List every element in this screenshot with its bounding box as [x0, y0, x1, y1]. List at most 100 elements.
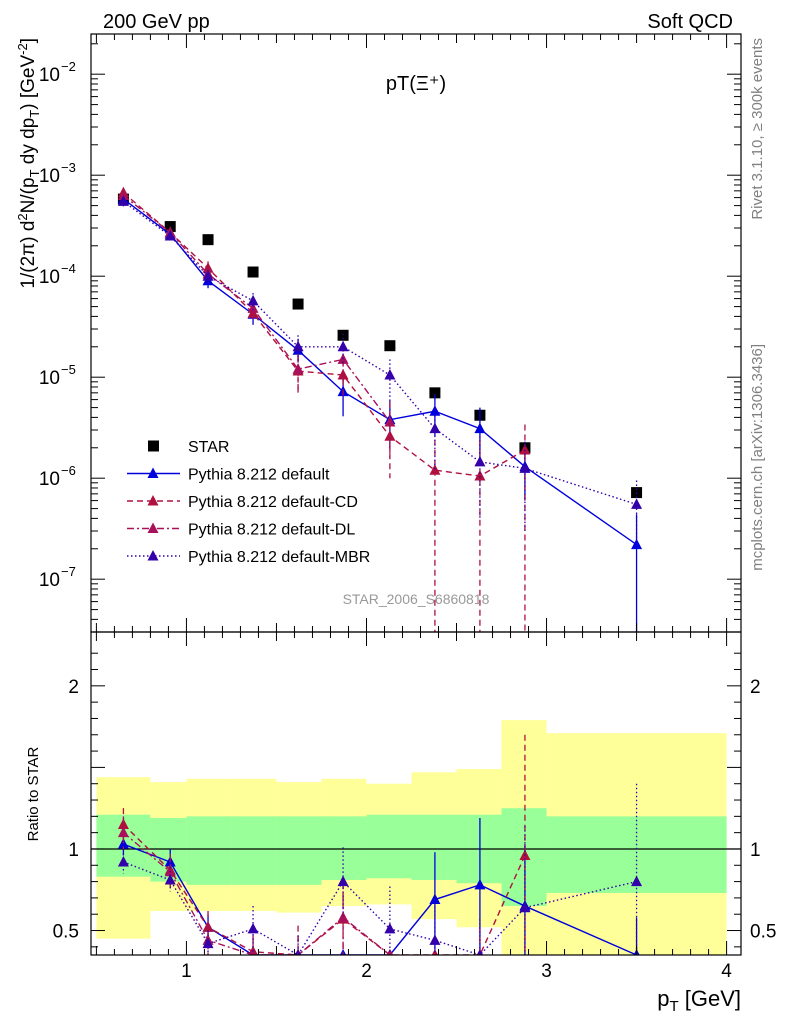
legend-label: Pythia 8.212 default-MBR: [188, 549, 370, 566]
data-point: [631, 875, 643, 887]
data-point: [249, 949, 257, 955]
data-point: [164, 873, 176, 885]
data-point: [429, 464, 441, 475]
data-point: [519, 901, 531, 913]
series-4: [117, 195, 643, 541]
legend-marker: [147, 550, 159, 561]
ratio-y-tick-label-right: 1: [750, 840, 761, 861]
data-point: [337, 369, 349, 380]
data-point: [337, 329, 349, 341]
data-point: [429, 387, 441, 399]
data-point: [519, 462, 531, 473]
y-label-part: N/(p: [18, 177, 39, 213]
ratio-panel: 1 2 3 40.5 0.51 12 2 Ratio to STAR pT [GeV]: [25, 34, 776, 1015]
y-tick-exponent: −4: [61, 261, 76, 276]
data-point: [429, 405, 441, 416]
ratio-axes: 1 2 3 4 0.5 0.5 1 1 2 2: [53, 34, 776, 982]
y-tick-exponent: −6: [61, 463, 76, 478]
data-point: [117, 856, 129, 867]
y-label-part: dy dp: [18, 118, 39, 170]
legend-label: Pythia 8.212 default: [188, 467, 330, 484]
y-tick-label: 10: [39, 469, 60, 490]
main-axes: 10−710−610−510−410−310−2: [39, 33, 742, 633]
x-tick-label: 4: [721, 961, 732, 982]
data-point: [384, 922, 396, 934]
y-label-part: ]: [18, 38, 39, 43]
data-point: [117, 826, 129, 838]
legend-marker: [147, 467, 159, 478]
y-label-part: 2: [15, 213, 30, 220]
x-label-unit: [GeV]: [679, 986, 741, 1011]
inner-band-2: [186, 816, 232, 885]
data-point: [476, 949, 484, 955]
data-point: [384, 369, 396, 380]
ratio-y-tick-label: 2: [68, 677, 79, 698]
inner-band-6: [366, 814, 412, 879]
data-point: [429, 934, 441, 945]
data-point: [292, 363, 304, 374]
data-point: [247, 294, 259, 306]
legend-label: Pythia 8.212 default-DL: [188, 522, 355, 539]
data-point: [202, 270, 214, 281]
y-label-part: T: [27, 169, 42, 177]
ratio-frame: [90, 631, 742, 956]
y-tick-exponent: −3: [61, 160, 76, 175]
data-point: [386, 949, 394, 955]
data-point: [519, 444, 531, 455]
main-frame: [90, 33, 742, 633]
data-point: [337, 911, 349, 922]
ratio-uncertainty-bands: [96, 720, 727, 955]
data-point: [202, 937, 214, 949]
data-point: [247, 266, 259, 278]
y-tick-label: 10: [39, 368, 60, 389]
x-tick-label: 1: [181, 961, 192, 982]
legend: STAR Pythia 8.212 default Pythia 8.212 def…: [127, 439, 370, 566]
inner-band-3: [231, 816, 277, 885]
main-panel: 10−710−610−510−410−310−2 pT(Ξ⁺) STAR_200…: [15, 33, 742, 633]
data-point: [164, 229, 176, 241]
main-y-axis-label: 1/(2π) d2N/(pT dy dpT) [GeV-2]: [15, 38, 42, 289]
y-tick-label: 10: [39, 267, 60, 288]
inner-band-4: [276, 816, 322, 885]
data-point: [631, 538, 643, 550]
y-tick-exponent: −7: [61, 564, 76, 579]
analysis-id-label: STAR_2006_S6860818: [343, 591, 490, 607]
series-line-4: [122, 200, 637, 506]
y-label-part: 1/(2π) d: [18, 221, 39, 289]
rivet-version-label: Rivet 3.1.10, ≥ 300k events: [749, 38, 766, 220]
header-left-label: 200 GeV pp: [103, 11, 210, 33]
data-point: [337, 340, 349, 352]
main-y-axis-label-text: 1/(2π) d2N/(pT dy dpT) [GeV-2]: [15, 38, 42, 289]
y-tick-label: 10: [39, 570, 60, 591]
ratio-y-tick-label: 0.5: [53, 922, 79, 943]
data-point: [474, 470, 486, 481]
legend-marker: [148, 440, 159, 452]
inner-band-7: [411, 814, 457, 880]
data-point: [292, 340, 304, 352]
data-point: [631, 498, 643, 509]
ratio-y-tick-label: 1: [68, 840, 79, 861]
ratio-y-tick-label-right: 2: [750, 677, 761, 698]
series-line-1: [122, 198, 637, 546]
data-point: [117, 818, 129, 829]
data-point: [117, 189, 129, 200]
data-point: [292, 298, 304, 310]
series-1: [117, 193, 643, 632]
x-label-main: p: [657, 986, 669, 1011]
y-tick-exponent: −5: [61, 362, 76, 377]
series-3: [117, 783, 643, 955]
data-point: [384, 416, 396, 427]
series-3: [117, 189, 396, 458]
y-label-part: ) [GeV: [18, 55, 39, 110]
legend-label: Pythia 8.212 default-CD: [188, 494, 358, 511]
data-point: [294, 949, 302, 955]
y-tick-label: 10: [39, 166, 60, 187]
legend-label: STAR: [188, 439, 229, 456]
data-point: [474, 455, 486, 467]
data-point: [247, 302, 259, 313]
plot-title: pT(Ξ⁺): [386, 73, 446, 95]
data-point: [202, 234, 214, 246]
y-label-part: -2: [15, 43, 30, 55]
ratio-y-axis-label: Ratio to STAR: [25, 746, 42, 841]
